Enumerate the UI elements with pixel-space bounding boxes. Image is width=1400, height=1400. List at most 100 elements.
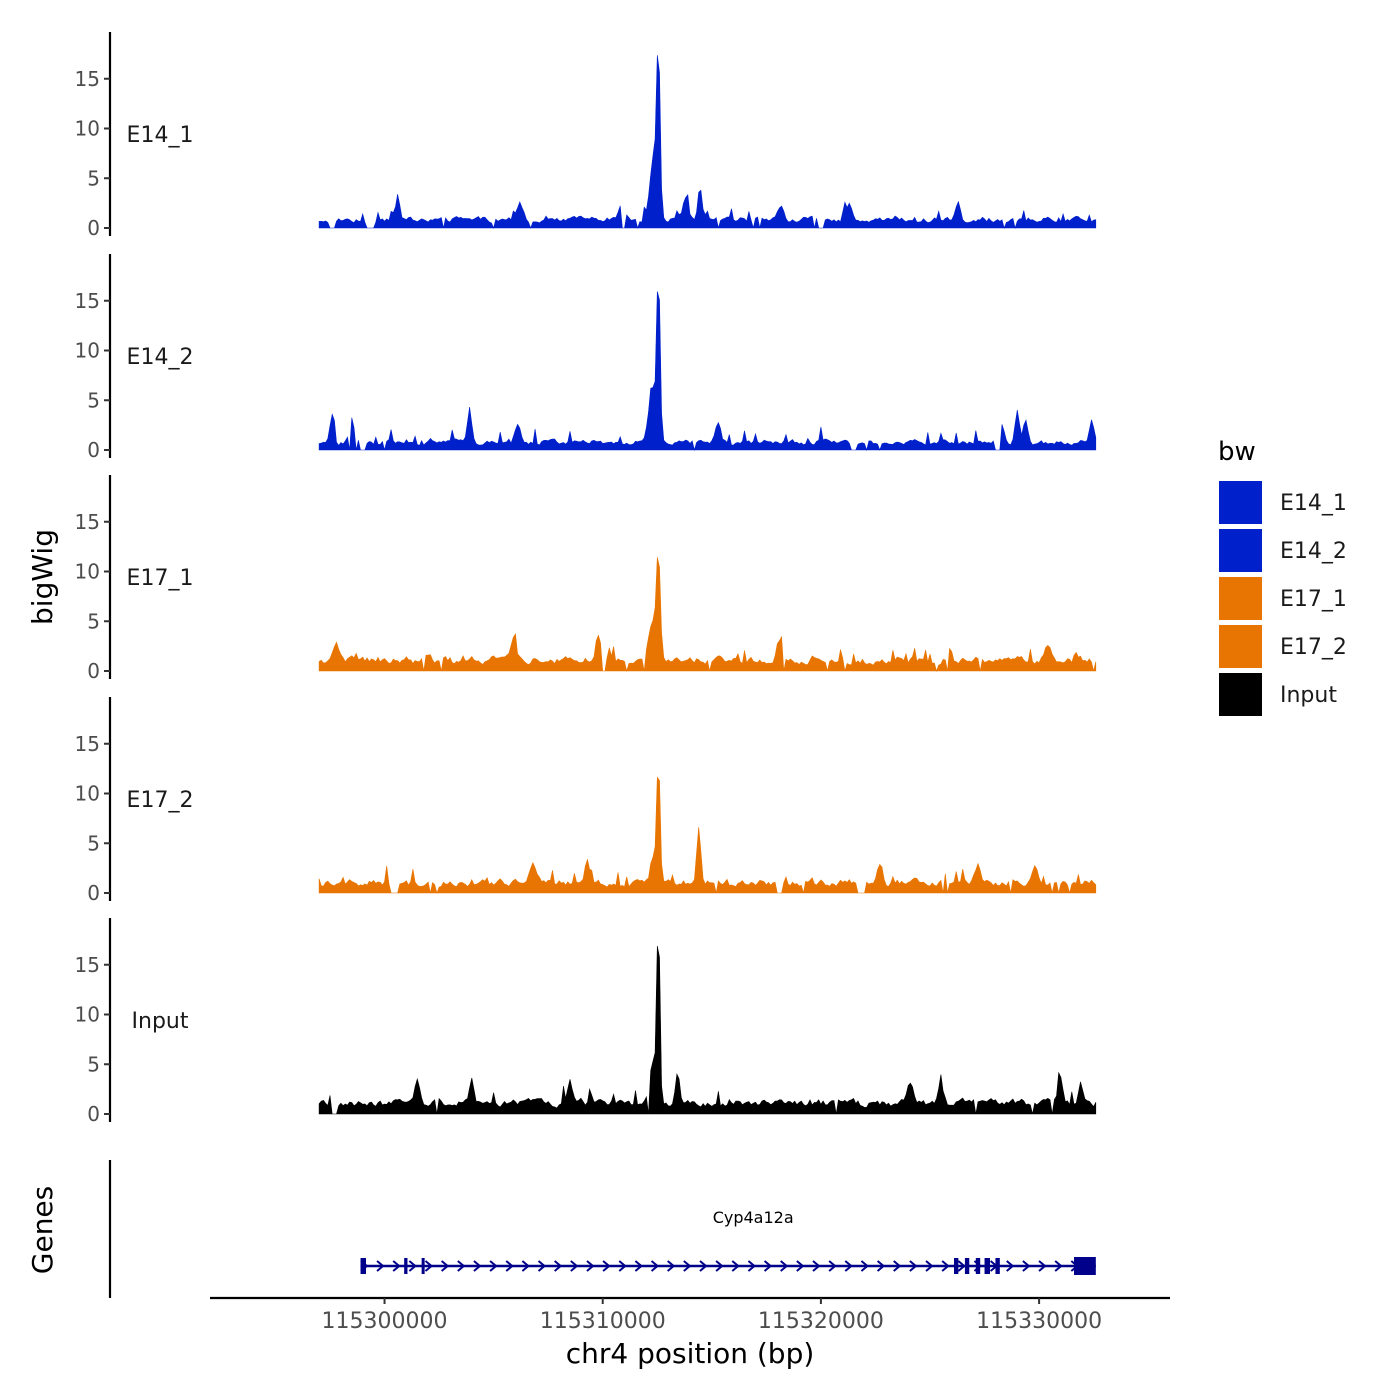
strand-arrow: [731, 1260, 740, 1272]
exon: [404, 1258, 408, 1274]
strand-arrow: [747, 1260, 756, 1272]
x-axis: 115300000 115310000 115320000 115330000: [210, 1296, 1170, 1334]
track-label: E17_1: [127, 566, 194, 591]
strand-arrow: [457, 1260, 466, 1272]
strand-arrow: [440, 1260, 450, 1272]
strand-arrow: [957, 1260, 966, 1272]
track-label: E14_2: [127, 345, 194, 370]
strand-arrow: [941, 1260, 950, 1272]
y-tick-label: 15: [75, 732, 100, 756]
x-tick-label: 115320000: [758, 1309, 884, 1334]
strand-arrow: [715, 1260, 724, 1272]
track-label: E17_2: [127, 788, 194, 813]
strand-arrow: [424, 1260, 434, 1272]
strand-arrow: [909, 1260, 918, 1272]
strand-arrow: [1022, 1260, 1031, 1272]
exon: [360, 1258, 366, 1274]
legend-key: [1217, 623, 1264, 670]
y-tick-label: 5: [87, 831, 100, 855]
y-tick-label: 10: [75, 339, 100, 363]
strand-arrow: [602, 1260, 611, 1272]
exon: [421, 1258, 425, 1274]
x-axis-title: chr4 position (bp): [566, 1337, 815, 1370]
track-input: 0 5 10 15 Input: [75, 918, 1097, 1126]
signal-area: [318, 291, 1097, 452]
legend-key: [1217, 671, 1264, 718]
y-tick-label: 5: [87, 1052, 100, 1076]
x-tick-label: 115300000: [322, 1309, 448, 1334]
strand-arrow: [618, 1260, 627, 1272]
track-e14-1: 0 5 10 15 E14_1: [75, 32, 1097, 240]
y-tick-label: 5: [87, 609, 100, 633]
legend-title: bw: [1218, 437, 1256, 467]
gene-panel: Cyp4a12a: [108, 1160, 1096, 1298]
legend-key: [1217, 575, 1264, 622]
strand-arrow: [860, 1260, 869, 1272]
legend-label: E17_2: [1280, 635, 1347, 660]
exon: [984, 1258, 990, 1274]
strand-arrow: [1038, 1260, 1047, 1272]
legend-key: [1217, 527, 1264, 574]
y-tick-label: 10: [75, 117, 100, 141]
strand-arrow: [1054, 1260, 1063, 1272]
y-tick-label: 0: [87, 1102, 100, 1126]
y-tick-label: 15: [75, 953, 100, 977]
strand-arrow: [925, 1260, 934, 1272]
exon: [954, 1258, 959, 1274]
strand-arrow: [489, 1260, 498, 1272]
strand-arrow: [570, 1260, 579, 1272]
strand-arrow: [408, 1260, 417, 1272]
legend-label: E14_1: [1280, 491, 1347, 516]
track-e14-2: 0 5 10 15 E14_2: [75, 254, 1097, 462]
strand-arrow: [537, 1260, 547, 1272]
y-tick-label: 0: [87, 881, 100, 905]
exon: [1074, 1257, 1096, 1275]
strand-arrow: [812, 1260, 821, 1272]
signal-area: [318, 557, 1097, 673]
signal-area: [318, 55, 1097, 230]
strand-arrow: [780, 1260, 789, 1272]
strand-arrow: [554, 1260, 563, 1272]
legend-label: E14_2: [1280, 539, 1347, 564]
y-tick-label: 5: [87, 388, 100, 412]
strand-arrow: [392, 1260, 401, 1272]
strand-arrow: [763, 1260, 773, 1272]
strand-arrow: [876, 1260, 886, 1272]
y-tick-label: 15: [75, 510, 100, 534]
gene-panel-title: Genes: [26, 1186, 59, 1274]
signal-area: [318, 945, 1097, 1115]
legend: bw E14_1 E14_2 E17_1 E17_2 Input: [1217, 437, 1347, 718]
strand-arrow: [683, 1260, 692, 1272]
exon: [995, 1258, 1000, 1274]
y-tick-label: 15: [75, 289, 100, 313]
strand-arrow: [586, 1260, 595, 1272]
strand-arrow: [667, 1260, 676, 1272]
track-label: E14_1: [127, 123, 194, 148]
gene-name-label: Cyp4a12a: [713, 1208, 794, 1227]
y-axis-title: bigWig: [26, 529, 59, 625]
legend-label: Input: [1280, 683, 1337, 708]
track-panels: 0 5 10 15 E14_1 0 5 10 15 E14_2 0 5 10 15 E17_1 0 5 10 15 E…: [75, 32, 1097, 1126]
signal-area: [318, 776, 1097, 894]
strand-arrow: [473, 1260, 482, 1272]
strand-arrow: [650, 1260, 660, 1272]
y-tick-label: 15: [75, 67, 100, 91]
x-tick-label: 115310000: [540, 1309, 666, 1334]
legend-key: [1217, 479, 1264, 526]
y-tick-label: 0: [87, 438, 100, 462]
strand-arrow: [521, 1260, 530, 1272]
strand-arrow: [505, 1260, 514, 1272]
exon: [975, 1258, 981, 1274]
y-tick-label: 10: [75, 560, 100, 584]
y-tick-label: 10: [75, 782, 100, 806]
strand-arrow: [828, 1260, 837, 1272]
y-tick-label: 0: [87, 216, 100, 240]
legend-label: E17_1: [1280, 587, 1347, 612]
y-tick-label: 10: [75, 1003, 100, 1027]
strand-arrow: [844, 1260, 853, 1272]
track-e17-1: 0 5 10 15 E17_1: [75, 475, 1097, 683]
strand-arrow: [634, 1260, 643, 1272]
strand-arrow: [796, 1260, 805, 1272]
x-tick-label: 115330000: [976, 1309, 1102, 1334]
